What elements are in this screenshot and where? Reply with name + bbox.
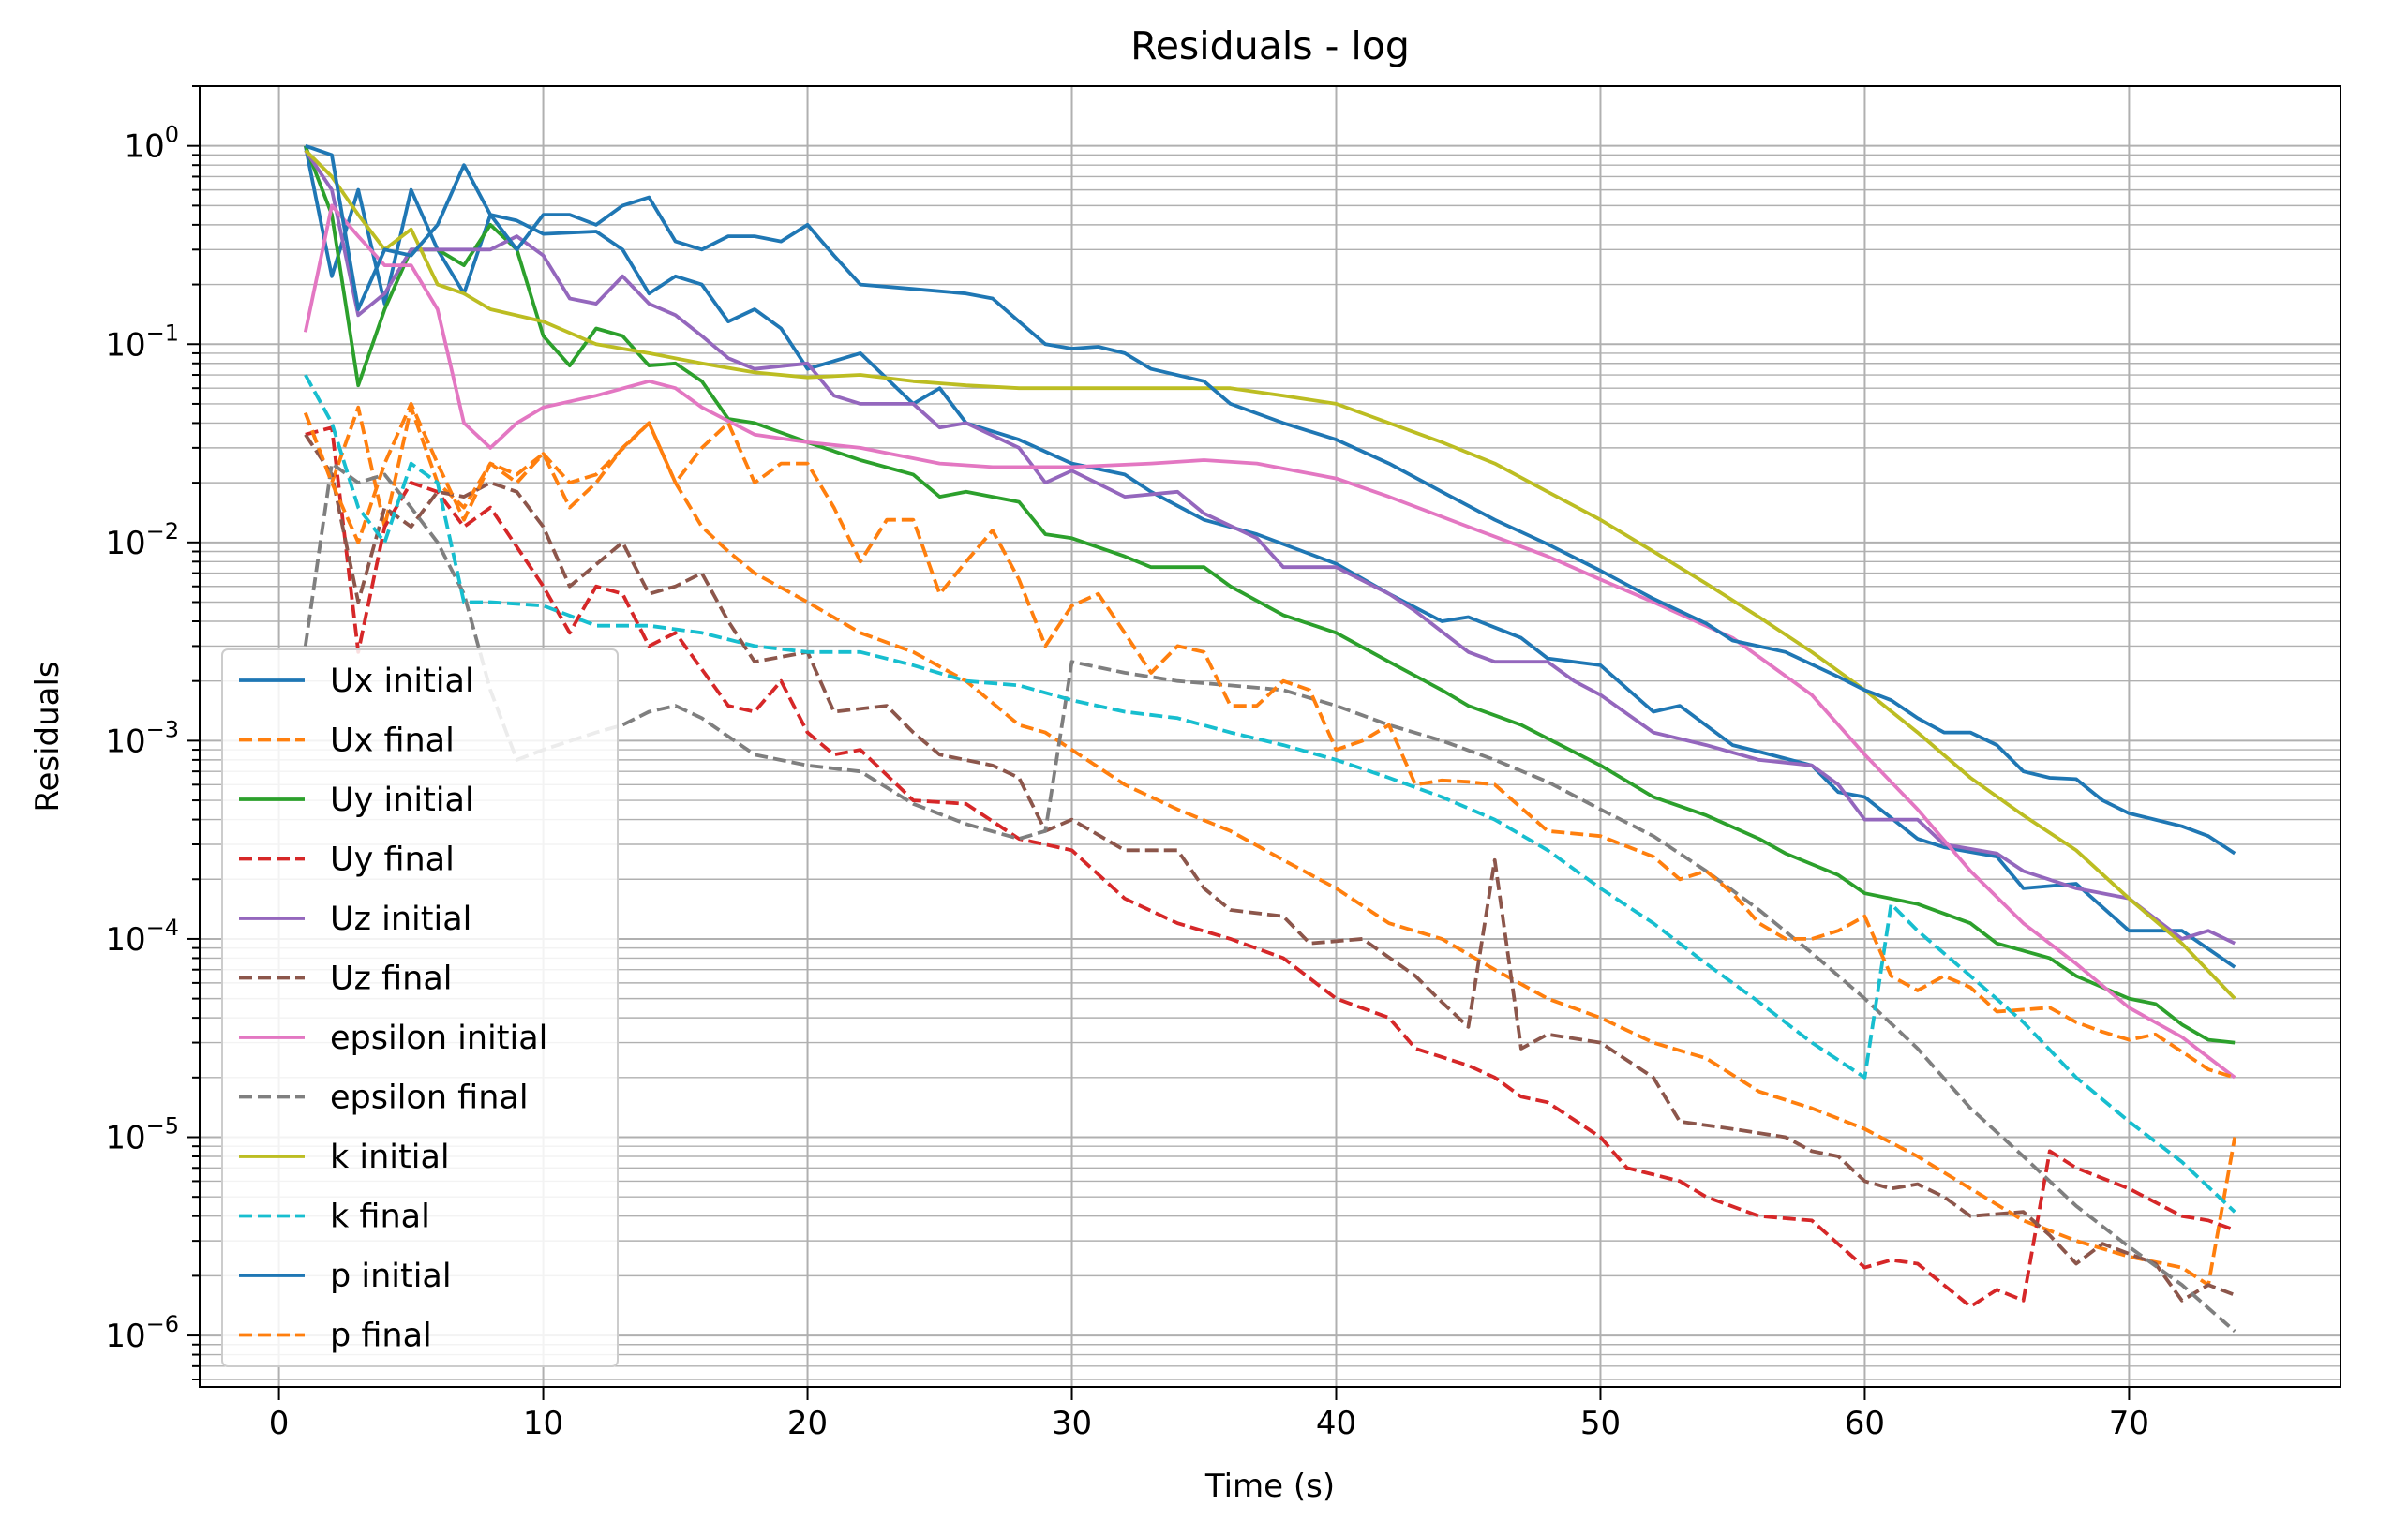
x-tick-label: 30 bbox=[1052, 1405, 1092, 1442]
series-line-ux-initial bbox=[303, 145, 2236, 969]
series-line-k-initial bbox=[304, 149, 2236, 1000]
x-tick-label: 40 bbox=[1316, 1405, 1356, 1442]
legend-entry: k initial bbox=[239, 1139, 450, 1176]
legend-entry: Ux final bbox=[239, 723, 455, 760]
series-line-uz-initial bbox=[304, 149, 2236, 946]
series-line-uz-final bbox=[304, 433, 2236, 1303]
x-tick-label: 50 bbox=[1580, 1405, 1621, 1442]
legend-entry: p final bbox=[239, 1318, 432, 1355]
y-tick-label: 10−3 bbox=[105, 716, 179, 760]
legend-box bbox=[221, 648, 619, 1367]
series-line-uy-initial bbox=[304, 145, 2236, 1045]
series-line-epsilon-initial bbox=[303, 203, 2236, 1080]
series-line-p-initial bbox=[305, 143, 2236, 856]
series-line-k-final bbox=[304, 374, 2236, 1214]
legend-entry: Ux initial bbox=[239, 663, 474, 700]
legend: Ux initial Ux final Uy initial Uy final Uz i… bbox=[221, 648, 619, 1367]
legend-label: Uz initial bbox=[330, 901, 471, 938]
y-tick-label: 10−2 bbox=[105, 518, 179, 562]
legend-label: p initial bbox=[330, 1258, 452, 1295]
plot-frame bbox=[199, 85, 2341, 1388]
axes: 10−6 10−5 10−4 10−3 10−2 10−1 100 0 10 20 30 40 50 60… bbox=[105, 85, 2341, 1442]
legend-label: Ux final bbox=[330, 723, 455, 760]
legend-label: k final bbox=[330, 1199, 430, 1236]
y-tick-label: 10−6 bbox=[105, 1311, 179, 1355]
series-line-ux-final bbox=[304, 405, 2237, 1287]
legend-entry: Uy initial bbox=[239, 782, 474, 819]
y-tick-label: 10−1 bbox=[105, 320, 179, 364]
legend-entry: p initial bbox=[239, 1258, 452, 1295]
legend-label: Uz final bbox=[330, 961, 453, 998]
legend-entry: k final bbox=[239, 1199, 430, 1236]
x-tick-label: 60 bbox=[1845, 1405, 1885, 1442]
series-line-uy-final bbox=[305, 425, 2236, 1309]
x-tick-label: 20 bbox=[787, 1405, 828, 1442]
x-tick-label: 10 bbox=[523, 1405, 563, 1442]
legend-entry: Uy final bbox=[239, 842, 455, 879]
y-tick-label: 10−4 bbox=[105, 915, 179, 959]
y-tick-label: 100 bbox=[124, 122, 179, 166]
x-tick-label: 70 bbox=[2109, 1405, 2149, 1442]
legend-label: Ux initial bbox=[330, 663, 474, 700]
legend-label: epsilon final bbox=[330, 1080, 529, 1117]
legend-entry: epsilon initial bbox=[239, 1020, 547, 1057]
x-axis-label: Time (s) bbox=[1204, 1468, 1335, 1505]
legend-entry: Uz initial bbox=[239, 901, 471, 938]
legend-label: Uy initial bbox=[330, 782, 474, 819]
legend-entry: Uz final bbox=[239, 961, 453, 998]
chart-title: Residuals - log bbox=[1130, 23, 1410, 68]
series-line-p-final bbox=[304, 402, 2236, 1080]
y-tick-label: 10−5 bbox=[105, 1113, 179, 1157]
y-axis-label: Residuals bbox=[29, 661, 67, 812]
legend-label: p final bbox=[330, 1318, 432, 1355]
legend-entry: epsilon final bbox=[239, 1080, 529, 1117]
legend-label: k initial bbox=[330, 1139, 450, 1176]
legend-label: epsilon initial bbox=[330, 1020, 547, 1057]
legend-label: Uy final bbox=[330, 842, 455, 879]
x-tick-label: 0 bbox=[269, 1405, 290, 1442]
